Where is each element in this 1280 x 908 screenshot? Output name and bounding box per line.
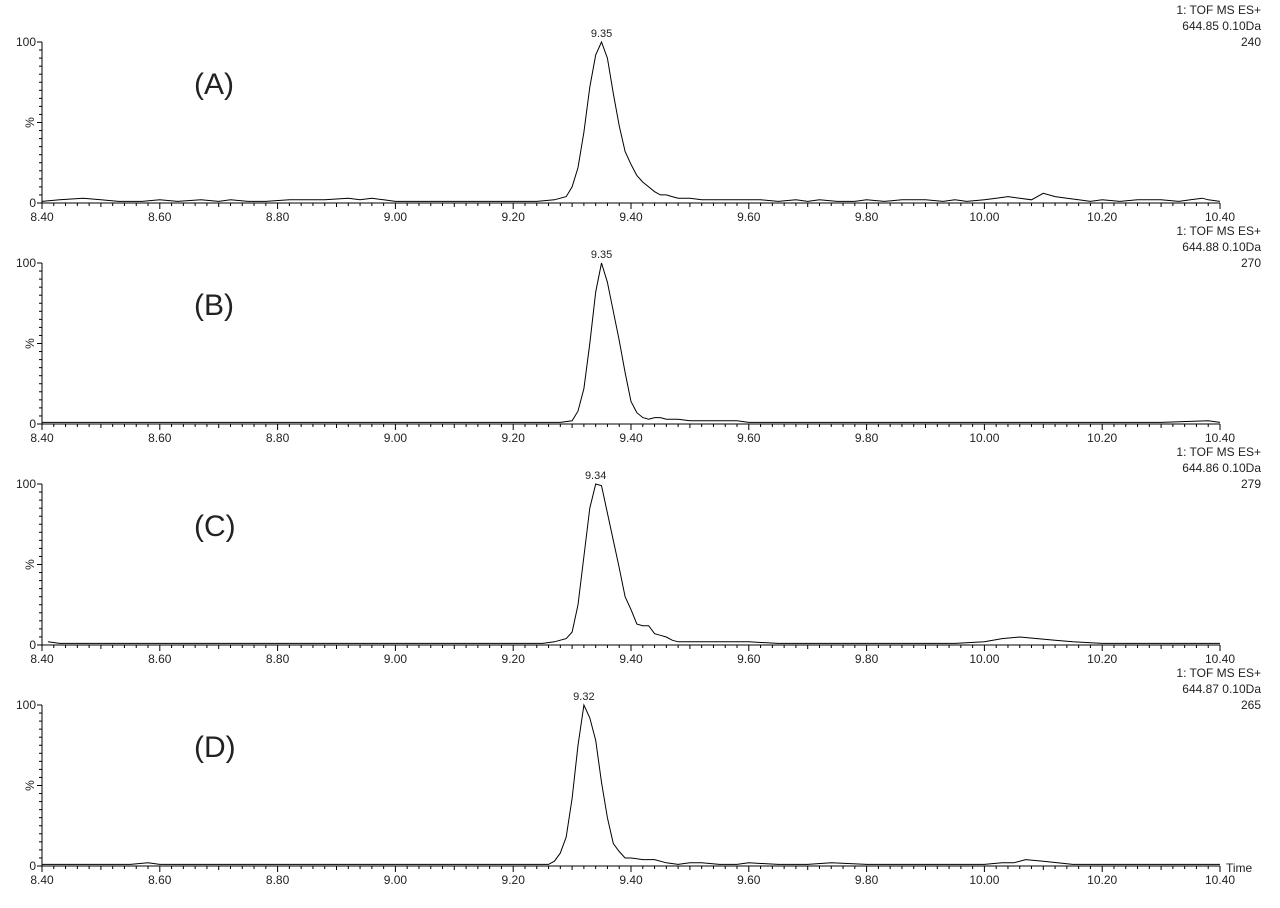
x-axis-label: Time xyxy=(1226,861,1253,875)
chromatogram-trace xyxy=(42,262,1221,423)
x-tick-label: 9.00 xyxy=(384,431,408,445)
y-tick-label: 0 xyxy=(29,859,36,873)
x-tick-label: 9.80 xyxy=(855,210,879,224)
x-tick-label: 9.20 xyxy=(502,873,526,887)
x-tick-label: 9.40 xyxy=(619,210,643,224)
peak-label: 9.35 xyxy=(591,249,612,261)
x-tick-label: 9.00 xyxy=(384,210,408,224)
x-tick-label: 10.20 xyxy=(1087,210,1117,224)
x-tick-label: 8.60 xyxy=(148,210,172,224)
x-tick-label: 9.20 xyxy=(502,431,526,445)
x-tick-label: 8.80 xyxy=(266,210,290,224)
x-tick-label: 9.40 xyxy=(619,431,643,445)
x-tick-label: 8.80 xyxy=(266,431,290,445)
y-axis-label: % xyxy=(23,338,37,349)
x-tick-label: 10.20 xyxy=(1087,652,1117,666)
x-tick-label: 8.60 xyxy=(148,873,172,887)
x-tick-label: 9.40 xyxy=(619,652,643,666)
y-axis-label: % xyxy=(23,780,37,791)
trace-header-line: 644.86 0.10Da xyxy=(1182,461,1261,475)
trace-header-line: 1: TOF MS ES+ xyxy=(1176,445,1261,459)
trace-header-line: 1: TOF MS ES+ xyxy=(1176,224,1261,238)
x-tick-label: 10.00 xyxy=(969,652,999,666)
chromatogram-trace xyxy=(42,703,1220,865)
x-tick-label: 10.40 xyxy=(1205,652,1235,666)
trace-header-line: 240 xyxy=(1241,35,1261,49)
x-tick-label: 9.80 xyxy=(855,431,879,445)
x-tick-label: 8.40 xyxy=(30,652,54,666)
x-tick-label: 9.60 xyxy=(737,873,761,887)
trace-header-line: 644.85 0.10Da xyxy=(1182,19,1261,33)
x-tick-label: 9.60 xyxy=(737,652,761,666)
chromatogram-trace xyxy=(41,40,1221,202)
x-tick-label: 9.80 xyxy=(855,873,879,887)
x-tick-label: 10.40 xyxy=(1205,873,1235,887)
x-tick-label: 10.40 xyxy=(1205,210,1235,224)
x-tick-label: 8.40 xyxy=(30,873,54,887)
panel-label: (D) xyxy=(194,731,236,764)
peak-label: 9.34 xyxy=(585,470,606,482)
x-tick-label: 9.80 xyxy=(855,652,879,666)
trace-header-line: 1: TOF MS ES+ xyxy=(1176,3,1261,17)
x-tick-label: 8.80 xyxy=(266,873,290,887)
x-tick-label: 9.40 xyxy=(619,873,643,887)
chromatogram-trace xyxy=(47,483,1220,644)
y-tick-label: 100 xyxy=(16,477,36,491)
panel-label: (C) xyxy=(194,510,236,543)
x-tick-label: 8.40 xyxy=(30,210,54,224)
x-tick-label: 9.20 xyxy=(502,652,526,666)
trace-header-line: 270 xyxy=(1241,256,1261,270)
peak-label: 9.35 xyxy=(591,28,612,40)
trace-header-line: 279 xyxy=(1241,477,1261,491)
x-tick-label: 9.00 xyxy=(384,873,408,887)
trace-header-line: 644.87 0.10Da xyxy=(1182,682,1261,696)
x-tick-label: 8.60 xyxy=(148,431,172,445)
x-tick-label: 10.00 xyxy=(969,431,999,445)
trace-header-line: 644.88 0.10Da xyxy=(1182,240,1261,254)
trace-header-line: 1: TOF MS ES+ xyxy=(1176,666,1261,680)
y-tick-label: 0 xyxy=(29,638,36,652)
x-tick-label: 10.20 xyxy=(1087,431,1117,445)
panel-label: (A) xyxy=(194,68,234,101)
x-tick-label: 9.60 xyxy=(737,210,761,224)
x-tick-label: 10.20 xyxy=(1087,873,1117,887)
x-tick-label: 10.00 xyxy=(969,873,999,887)
x-tick-label: 9.60 xyxy=(737,431,761,445)
x-tick-label: 9.20 xyxy=(502,210,526,224)
y-tick-label: 100 xyxy=(16,256,36,270)
y-axis-label: % xyxy=(23,559,37,570)
peak-label: 9.32 xyxy=(573,691,594,703)
x-tick-label: 8.60 xyxy=(148,652,172,666)
y-axis-label: % xyxy=(23,117,37,128)
y-tick-label: 100 xyxy=(16,35,36,49)
x-tick-label: 8.80 xyxy=(266,652,290,666)
panel-label: (B) xyxy=(194,289,234,322)
x-tick-label: 9.00 xyxy=(384,652,408,666)
trace-header-line: 265 xyxy=(1241,698,1261,712)
x-tick-label: 10.00 xyxy=(969,210,999,224)
x-tick-label: 8.40 xyxy=(30,431,54,445)
x-tick-label: 10.40 xyxy=(1205,431,1235,445)
y-tick-label: 0 xyxy=(29,417,36,431)
y-tick-label: 100 xyxy=(16,698,36,712)
y-tick-label: 0 xyxy=(29,196,36,210)
